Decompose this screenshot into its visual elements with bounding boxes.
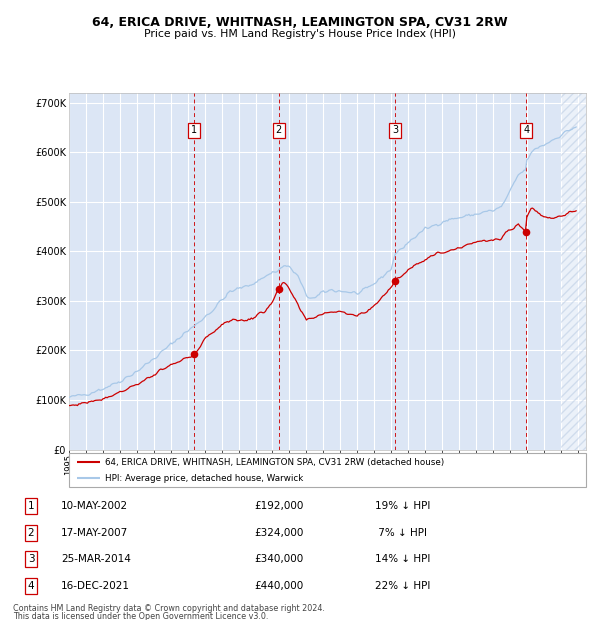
Text: 22% ↓ HPI: 22% ↓ HPI	[375, 581, 430, 591]
Text: 4: 4	[28, 581, 34, 591]
Text: £440,000: £440,000	[254, 581, 303, 591]
Text: 1: 1	[191, 125, 197, 135]
Text: 17-MAY-2007: 17-MAY-2007	[61, 528, 128, 538]
Text: 3: 3	[392, 125, 398, 135]
Text: 19% ↓ HPI: 19% ↓ HPI	[375, 501, 430, 511]
Text: 25-MAR-2014: 25-MAR-2014	[61, 554, 131, 564]
Text: 14% ↓ HPI: 14% ↓ HPI	[375, 554, 430, 564]
Text: HPI: Average price, detached house, Warwick: HPI: Average price, detached house, Warw…	[105, 474, 304, 483]
Text: 2: 2	[275, 125, 282, 135]
Text: £340,000: £340,000	[254, 554, 303, 564]
Text: £324,000: £324,000	[254, 528, 303, 538]
Text: Price paid vs. HM Land Registry's House Price Index (HPI): Price paid vs. HM Land Registry's House …	[144, 29, 456, 39]
Text: £192,000: £192,000	[254, 501, 303, 511]
Text: 3: 3	[28, 554, 34, 564]
Text: This data is licensed under the Open Government Licence v3.0.: This data is licensed under the Open Gov…	[13, 612, 269, 620]
Text: 16-DEC-2021: 16-DEC-2021	[61, 581, 130, 591]
Text: 10-MAY-2002: 10-MAY-2002	[61, 501, 128, 511]
Text: Contains HM Land Registry data © Crown copyright and database right 2024.: Contains HM Land Registry data © Crown c…	[13, 604, 325, 613]
Text: 4: 4	[523, 125, 529, 135]
Text: 64, ERICA DRIVE, WHITNASH, LEAMINGTON SPA, CV31 2RW: 64, ERICA DRIVE, WHITNASH, LEAMINGTON SP…	[92, 16, 508, 29]
Text: 2: 2	[28, 528, 34, 538]
Text: 1: 1	[28, 501, 34, 511]
Text: 7% ↓ HPI: 7% ↓ HPI	[375, 528, 427, 538]
Text: 64, ERICA DRIVE, WHITNASH, LEAMINGTON SPA, CV31 2RW (detached house): 64, ERICA DRIVE, WHITNASH, LEAMINGTON SP…	[105, 458, 445, 467]
